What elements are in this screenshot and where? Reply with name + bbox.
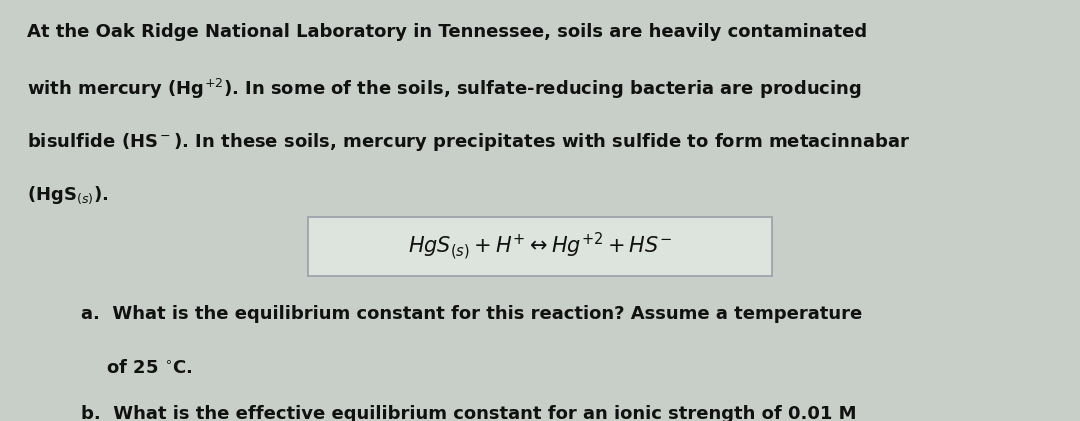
Text: b.  What is the effective equilibrium constant for an ionic strength of 0.01 M: b. What is the effective equilibrium con… [81, 405, 856, 421]
Text: bisulfide (HS$^-$). In these soils, mercury precipitates with sulfide to form me: bisulfide (HS$^-$). In these soils, merc… [27, 131, 910, 153]
Text: with mercury (Hg$^{+2}$). In some of the soils, sulfate-reducing bacteria are pr: with mercury (Hg$^{+2}$). In some of the… [27, 77, 862, 101]
Text: a.  What is the equilibrium constant for this reaction? Assume a temperature: a. What is the equilibrium constant for … [81, 305, 862, 323]
Text: At the Oak Ridge National Laboratory in Tennessee, soils are heavily contaminate: At the Oak Ridge National Laboratory in … [27, 23, 867, 41]
Text: (HgS$_{(s)}$).: (HgS$_{(s)}$). [27, 185, 108, 206]
Text: $\mathit{HgS}_{(s)}+\mathit{H}^{+}\leftrightarrow\mathit{Hg}^{+2}+\mathit{HS}^{-: $\mathit{HgS}_{(s)}+\mathit{H}^{+}\leftr… [408, 230, 672, 262]
FancyBboxPatch shape [308, 217, 772, 276]
Text: of 25 $^{\circ}$C.: of 25 $^{\circ}$C. [81, 359, 192, 377]
